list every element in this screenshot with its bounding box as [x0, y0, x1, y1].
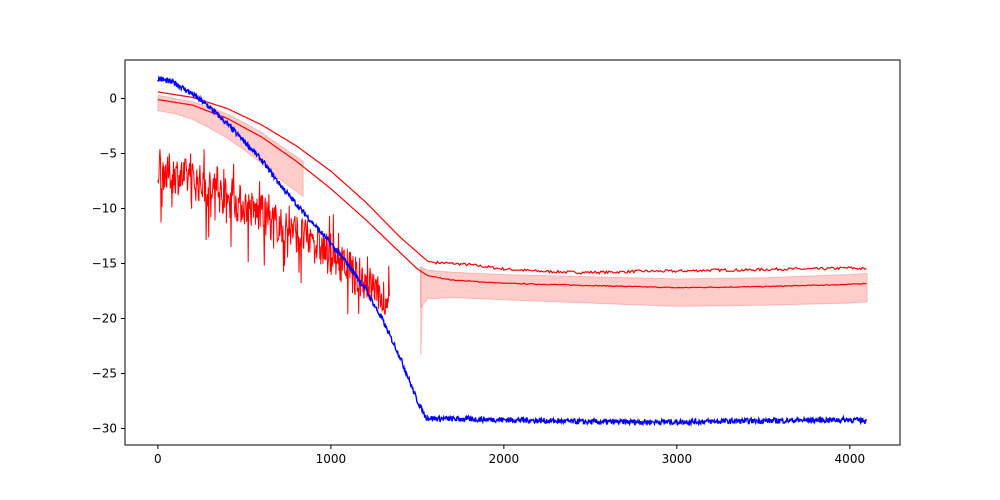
y-tick-label: −20 [92, 312, 117, 326]
x-tick-label: 2000 [489, 452, 520, 466]
plot-background [125, 60, 900, 445]
x-tick-label: 0 [154, 452, 162, 466]
axis-layer: 0 1000 2000 3000 4000 0 −5 −10 −15 −20 −25 −30 [92, 92, 865, 467]
blue-series [157, 75, 868, 427]
plot-frame [124, 59, 901, 446]
y-tick-label: −10 [92, 202, 117, 216]
x-tick-label: 4000 [835, 452, 866, 466]
band-spike [420, 266, 423, 355]
x-tick-label: 3000 [662, 452, 693, 466]
x-tick-label: 1000 [316, 452, 347, 466]
y-tick-label: −30 [92, 422, 117, 436]
upper-red-line-series [157, 91, 867, 275]
y-tick-label: −25 [92, 367, 117, 381]
y-tick-label: 0 [109, 92, 117, 106]
y-tick-label: −15 [92, 257, 117, 271]
line-layer [157, 75, 868, 427]
mean-red-line-series [157, 99, 867, 289]
y-tick-label: −5 [99, 147, 117, 161]
noisy-red-series [157, 149, 390, 315]
